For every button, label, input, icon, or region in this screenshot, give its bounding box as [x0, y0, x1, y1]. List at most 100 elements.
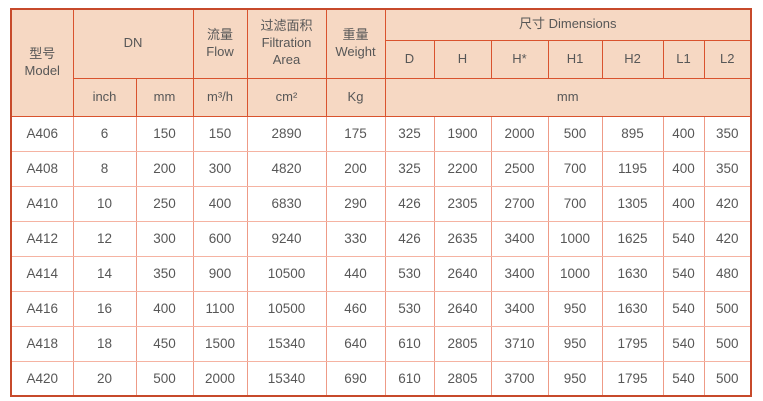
value-cell: 325 — [384, 150, 435, 187]
value-cell: 500 — [703, 325, 752, 362]
value-cell: 2635 — [433, 220, 492, 257]
model-cell: A408 — [10, 150, 74, 187]
table-row: A416 16 400 1100 10500 460 530 2640 3400 950 1630 5… — [10, 290, 752, 327]
unit-inch: inch — [72, 77, 137, 117]
value-cell: 700 — [547, 185, 603, 222]
value-cell: 330 — [325, 220, 386, 257]
table-row: A408 8 200 300 4820 200 325 2200 2500 700 1195 400 3… — [10, 150, 752, 187]
value-cell: 150 — [135, 115, 194, 152]
value-cell: 950 — [547, 325, 603, 362]
value-cell: 450 — [135, 325, 194, 362]
header-row-units: inch mm m³/h cm² Kg mm — [11, 77, 752, 117]
value-cell: 16 — [72, 290, 137, 327]
value-cell: 400 — [662, 185, 705, 222]
value-cell: 540 — [662, 325, 705, 362]
value-cell: 610 — [384, 360, 435, 397]
model-cell: A412 — [10, 220, 74, 257]
value-cell: 15340 — [246, 360, 327, 397]
value-cell: 10500 — [246, 255, 327, 292]
value-cell: 2805 — [433, 325, 492, 362]
model-cell: A416 — [10, 290, 74, 327]
header-row-2: D H H* H1 H2 L1 L2 — [11, 39, 752, 79]
value-cell: 150 — [192, 115, 248, 152]
model-cell: A410 — [10, 185, 74, 222]
unit-filtration-area: cm² — [246, 77, 327, 117]
unit-weight: Kg — [325, 77, 386, 117]
value-cell: 290 — [325, 185, 386, 222]
value-cell: 1630 — [601, 290, 664, 327]
value-cell: 2805 — [433, 360, 492, 397]
value-cell: 350 — [135, 255, 194, 292]
value-cell: 1795 — [601, 360, 664, 397]
table-header: 型号 Model DN 流量 Flow 过滤面积 Filtration Area… — [10, 8, 752, 117]
value-cell: 2000 — [490, 115, 549, 152]
value-cell: 900 — [192, 255, 248, 292]
value-cell: 3400 — [490, 255, 549, 292]
spec-table: 型号 Model DN 流量 Flow 过滤面积 Filtration Area… — [10, 8, 752, 397]
header-model: 型号 Model — [10, 8, 74, 117]
value-cell: 400 — [192, 185, 248, 222]
value-cell: 1195 — [601, 150, 664, 187]
value-cell: 1795 — [601, 325, 664, 362]
model-cell: A414 — [10, 255, 74, 292]
value-cell: 480 — [703, 255, 752, 292]
value-cell: 15340 — [246, 325, 327, 362]
value-cell: 18 — [72, 325, 137, 362]
value-cell: 1100 — [192, 290, 248, 327]
value-cell: 1625 — [601, 220, 664, 257]
header-dn: DN — [72, 8, 194, 79]
value-cell: 8 — [72, 150, 137, 187]
header-col-d: D — [384, 39, 435, 79]
table-row: A418 18 450 1500 15340 640 610 2805 3710 950 1795 5… — [10, 325, 752, 362]
value-cell: 540 — [662, 220, 705, 257]
value-cell: 540 — [662, 255, 705, 292]
value-cell: 1000 — [547, 220, 603, 257]
value-cell: 400 — [135, 290, 194, 327]
header-col-l1: L1 — [662, 39, 705, 79]
value-cell: 426 — [384, 185, 435, 222]
value-cell: 1000 — [547, 255, 603, 292]
value-cell: 440 — [325, 255, 386, 292]
value-cell: 2305 — [433, 185, 492, 222]
header-col-hstar: H* — [490, 39, 549, 79]
header-col-h2: H2 — [601, 39, 664, 79]
model-cell: A418 — [10, 325, 74, 362]
value-cell: 300 — [135, 220, 194, 257]
value-cell: 700 — [547, 150, 603, 187]
table-body: A406 6 150 150 2890 175 325 1900 2000 500 895 400 35… — [10, 115, 752, 397]
value-cell: 200 — [325, 150, 386, 187]
table-row: A406 6 150 150 2890 175 325 1900 2000 500 895 400 35… — [10, 115, 752, 152]
header-filtration-area: 过滤面积 Filtration Area — [246, 8, 327, 79]
value-cell: 200 — [135, 150, 194, 187]
value-cell: 540 — [662, 290, 705, 327]
value-cell: 3400 — [490, 290, 549, 327]
value-cell: 640 — [325, 325, 386, 362]
value-cell: 2500 — [490, 150, 549, 187]
table-row: A420 20 500 2000 15340 690 610 2805 3700 950 1795 5… — [10, 360, 752, 397]
value-cell: 250 — [135, 185, 194, 222]
value-cell: 3700 — [490, 360, 549, 397]
value-cell: 500 — [135, 360, 194, 397]
value-cell: 2640 — [433, 255, 492, 292]
value-cell: 4820 — [246, 150, 327, 187]
value-cell: 14 — [72, 255, 137, 292]
value-cell: 500 — [703, 290, 752, 327]
value-cell: 1900 — [433, 115, 492, 152]
value-cell: 895 — [601, 115, 664, 152]
value-cell: 2890 — [246, 115, 327, 152]
model-cell: A406 — [10, 115, 74, 152]
value-cell: 6 — [72, 115, 137, 152]
value-cell: 600 — [192, 220, 248, 257]
value-cell: 1305 — [601, 185, 664, 222]
value-cell: 1500 — [192, 325, 248, 362]
unit-dimensions-mm: mm — [384, 77, 752, 117]
header-col-h1: H1 — [547, 39, 603, 79]
value-cell: 1630 — [601, 255, 664, 292]
value-cell: 2200 — [433, 150, 492, 187]
value-cell: 420 — [703, 220, 752, 257]
header-col-l2: L2 — [703, 39, 752, 79]
value-cell: 300 — [192, 150, 248, 187]
value-cell: 426 — [384, 220, 435, 257]
header-flow: 流量 Flow — [192, 8, 248, 79]
